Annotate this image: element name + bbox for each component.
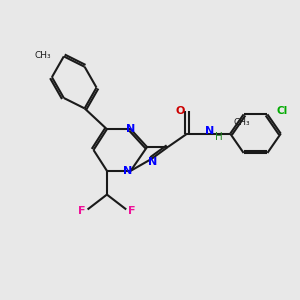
Text: H: H: [215, 132, 223, 142]
Text: F: F: [128, 206, 135, 216]
Text: O: O: [176, 106, 185, 116]
Text: F: F: [79, 206, 86, 216]
Text: N: N: [126, 124, 135, 134]
Text: N: N: [148, 158, 158, 167]
Text: N: N: [205, 126, 214, 136]
Text: CH₃: CH₃: [35, 51, 51, 60]
Text: CH₃: CH₃: [234, 118, 250, 127]
Text: Cl: Cl: [277, 106, 288, 116]
Text: N: N: [123, 167, 132, 176]
